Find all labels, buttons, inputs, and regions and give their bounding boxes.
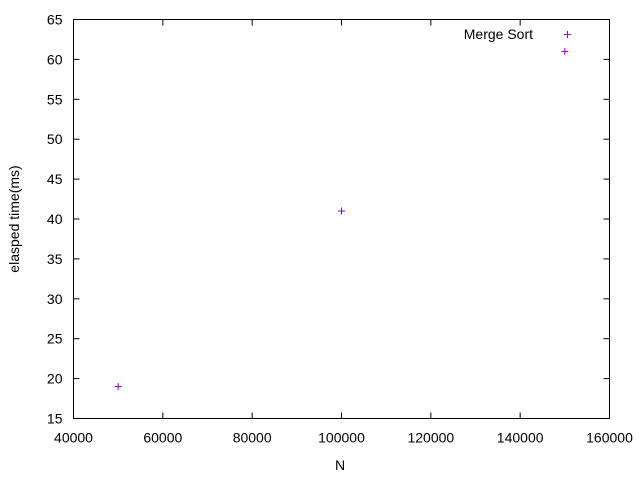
y-tick-label: 60 — [47, 51, 63, 67]
data-point — [114, 383, 122, 391]
x-tick-label: 120000 — [407, 430, 454, 446]
x-tick-label: 40000 — [54, 430, 93, 446]
data-point — [561, 47, 569, 55]
y-tick-label: 50 — [47, 131, 63, 147]
data-points — [114, 47, 569, 391]
legend-marker-merge-sort — [564, 31, 571, 38]
x-tick-label: 100000 — [318, 430, 365, 446]
y-axis-label: elasped time(ms) — [6, 165, 22, 272]
y-tick-label: 25 — [47, 331, 63, 347]
y-tick-label: 20 — [47, 371, 63, 387]
x-axis-ticks: 40000 60000 80000 100000 120000 140000 160000 — [54, 19, 633, 446]
y-tick-label: 65 — [47, 12, 63, 28]
legend: Merge Sort — [464, 26, 571, 42]
plot-frame — [73, 19, 610, 419]
y-tick-label: 40 — [47, 211, 63, 227]
y-tick-label: 15 — [47, 411, 63, 427]
y-tick-label: 35 — [47, 251, 63, 267]
x-tick-label: 140000 — [497, 430, 544, 446]
y-tick-label: 30 — [47, 291, 63, 307]
y-tick-label: 55 — [47, 91, 63, 107]
x-tick-label: 60000 — [143, 430, 182, 446]
legend-marker-plus — [564, 31, 571, 38]
x-tick-label: 80000 — [233, 430, 272, 446]
x-axis-label: N — [335, 457, 345, 473]
data-point — [338, 207, 345, 215]
x-tick-label: 160000 — [586, 430, 633, 446]
y-tick-label: 45 — [47, 171, 63, 187]
legend-label-merge-sort: Merge Sort — [464, 26, 533, 42]
y-axis-ticks: 15 20 25 30 35 40 45 50 55 60 65 — [47, 12, 610, 427]
